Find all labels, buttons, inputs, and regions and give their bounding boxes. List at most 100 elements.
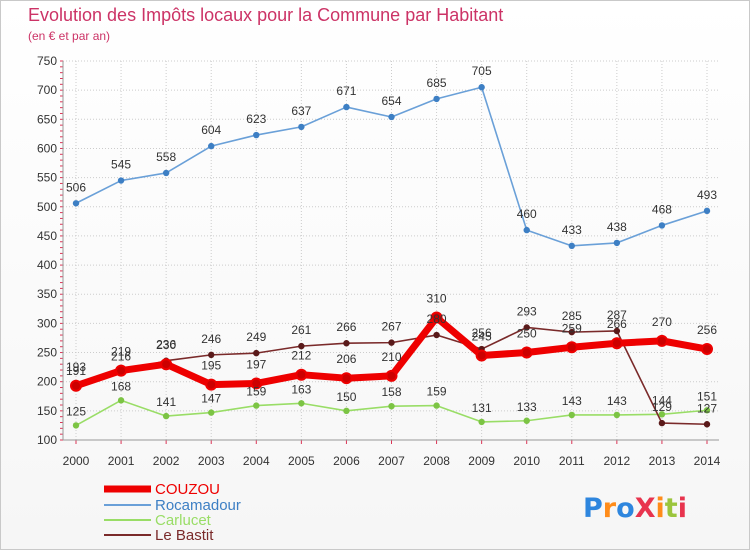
y-tick-label: 250 bbox=[37, 346, 57, 360]
data-point bbox=[655, 334, 668, 347]
data-label: 195 bbox=[201, 359, 221, 373]
data-point bbox=[72, 200, 80, 207]
logo-letter: r bbox=[603, 493, 617, 524]
data-label: 206 bbox=[336, 352, 356, 366]
data-point bbox=[703, 407, 711, 414]
data-label: 151 bbox=[697, 389, 717, 403]
data-label: 159 bbox=[427, 385, 447, 399]
logo-letter: o bbox=[616, 493, 635, 524]
data-point bbox=[253, 402, 260, 409]
x-tick-label: 2000 bbox=[63, 454, 90, 468]
data-label: 219 bbox=[111, 345, 131, 359]
logo-text: ProXiti bbox=[583, 493, 687, 524]
data-label: 266 bbox=[607, 317, 627, 331]
x-tick-label: 2011 bbox=[559, 454, 585, 468]
data-point bbox=[433, 95, 440, 103]
y-tick-label: 300 bbox=[37, 316, 57, 330]
y-tick-label: 150 bbox=[37, 404, 57, 418]
data-point bbox=[253, 349, 260, 357]
data-label: 256 bbox=[472, 326, 492, 340]
data-label: 506 bbox=[66, 180, 86, 194]
y-tick-label: 650 bbox=[37, 112, 57, 126]
x-tick-label: 2006 bbox=[333, 454, 360, 468]
data-label: 143 bbox=[607, 394, 627, 408]
data-point bbox=[117, 177, 125, 184]
data-point bbox=[433, 331, 440, 339]
data-label: 150 bbox=[336, 390, 356, 404]
data-point bbox=[298, 400, 305, 407]
data-label: 245 bbox=[472, 329, 492, 343]
data-label: 127 bbox=[697, 401, 717, 415]
data-label: 671 bbox=[336, 84, 356, 98]
logo-letter: i bbox=[678, 493, 687, 524]
data-point bbox=[250, 377, 263, 390]
data-label: 637 bbox=[291, 104, 311, 118]
data-point bbox=[523, 226, 530, 234]
data-label: 147 bbox=[201, 392, 221, 406]
y-tick-label: 750 bbox=[37, 54, 57, 68]
x-tick-label: 2012 bbox=[604, 454, 631, 468]
y-tick-label: 450 bbox=[37, 229, 57, 243]
x-tick-label: 2001 bbox=[108, 454, 135, 468]
data-point bbox=[433, 402, 440, 409]
data-point bbox=[523, 417, 530, 424]
data-label: 212 bbox=[291, 349, 311, 363]
data-point bbox=[208, 409, 215, 416]
data-point bbox=[343, 340, 350, 347]
data-point bbox=[613, 239, 621, 247]
data-label: 293 bbox=[517, 304, 537, 318]
data-label: 468 bbox=[652, 202, 672, 216]
x-tick-label: 2008 bbox=[423, 454, 450, 468]
data-point bbox=[115, 364, 128, 377]
x-tick-label: 2014 bbox=[694, 454, 721, 468]
data-point bbox=[388, 402, 395, 410]
data-label: 654 bbox=[381, 94, 401, 108]
data-label: 256 bbox=[697, 323, 717, 337]
data-point bbox=[430, 311, 443, 324]
data-label: 144 bbox=[652, 393, 672, 407]
data-point bbox=[478, 418, 485, 426]
data-point bbox=[568, 411, 575, 419]
data-point bbox=[117, 397, 125, 404]
data-point bbox=[658, 419, 666, 427]
data-label: 267 bbox=[381, 320, 401, 334]
data-label: 133 bbox=[517, 400, 537, 414]
logo-letter: i bbox=[656, 493, 665, 524]
data-label: 604 bbox=[201, 123, 221, 137]
data-label: 193 bbox=[66, 360, 86, 374]
data-point bbox=[565, 341, 578, 354]
data-point bbox=[658, 222, 666, 229]
data-point bbox=[70, 379, 82, 392]
data-label: 158 bbox=[381, 385, 401, 399]
data-label: 623 bbox=[246, 112, 266, 126]
data-point bbox=[253, 131, 260, 139]
y-tick-label: 600 bbox=[37, 141, 57, 155]
data-point bbox=[658, 411, 666, 418]
data-label: 163 bbox=[291, 382, 311, 396]
data-label: 705 bbox=[472, 64, 492, 78]
y-tick-label: 500 bbox=[37, 200, 57, 214]
data-point bbox=[343, 103, 350, 111]
data-point bbox=[478, 84, 485, 91]
data-label: 191 bbox=[66, 364, 86, 378]
data-label: 285 bbox=[562, 309, 582, 323]
data-label: 249 bbox=[246, 330, 266, 344]
data-label: 545 bbox=[111, 158, 131, 172]
y-tick-label: 400 bbox=[37, 258, 57, 272]
data-label: 250 bbox=[517, 327, 537, 341]
x-tick-label: 2002 bbox=[153, 454, 180, 468]
data-label: 210 bbox=[381, 350, 401, 364]
x-tick-label: 2007 bbox=[378, 454, 405, 468]
y-tick-label: 200 bbox=[37, 375, 57, 389]
data-point bbox=[72, 422, 80, 429]
data-label: 261 bbox=[291, 323, 311, 337]
data-label: 310 bbox=[427, 292, 447, 306]
data-label: 236 bbox=[156, 338, 176, 352]
y-tick-label: 550 bbox=[37, 171, 57, 185]
data-label: 141 bbox=[156, 395, 176, 409]
data-point bbox=[388, 339, 395, 346]
